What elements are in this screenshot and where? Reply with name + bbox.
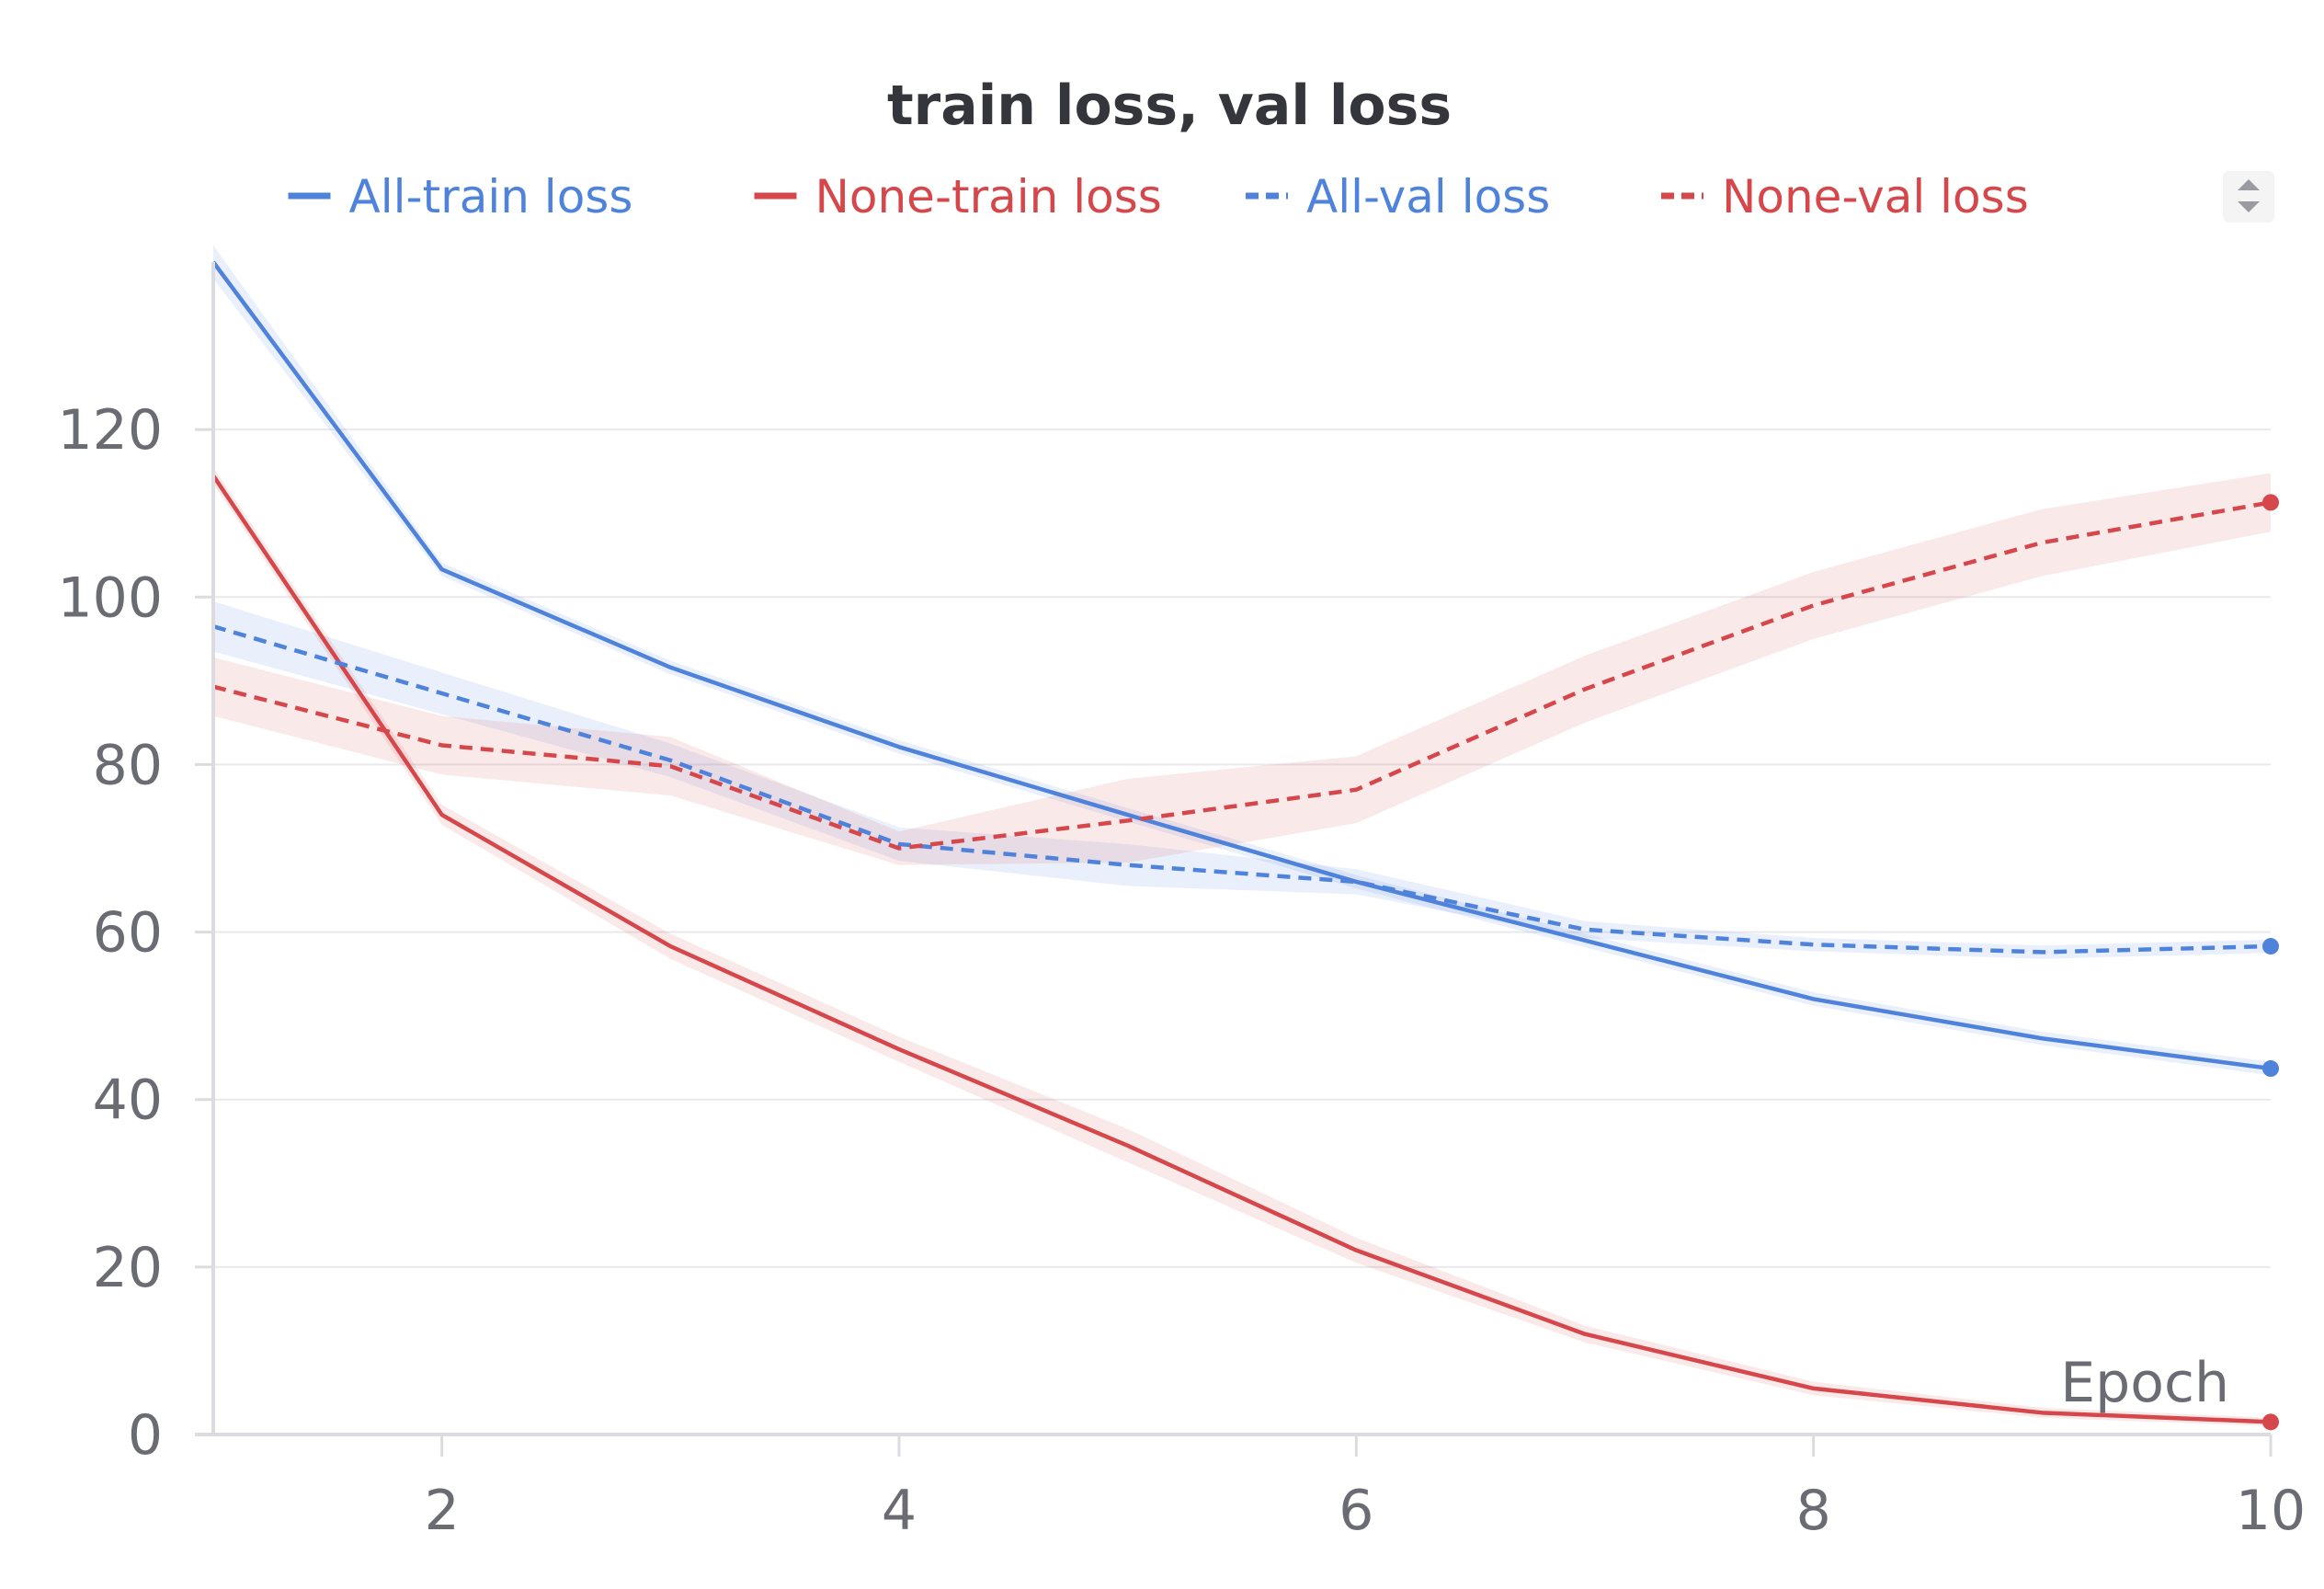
x-tick-label-6: 6 bbox=[1339, 1479, 1373, 1543]
end-point-series-3 bbox=[2262, 938, 2279, 955]
legend-item-4[interactable]: None-val loss bbox=[1661, 170, 2029, 223]
y-tick-label-0: 0 bbox=[128, 1403, 163, 1468]
line-series-4 bbox=[212, 500, 2272, 851]
series-end-points bbox=[2262, 494, 2279, 1431]
confidence-bands bbox=[213, 245, 2271, 1426]
legend: All-train loss None-train loss All-val los… bbox=[288, 170, 2029, 223]
legend-item-3[interactable]: All-val loss bbox=[1246, 170, 1550, 223]
chart-title: train loss, val loss bbox=[887, 74, 1452, 138]
band-series-4 bbox=[213, 473, 2271, 865]
x-tick-label-8: 8 bbox=[1796, 1479, 1831, 1543]
y-tick-label-20: 20 bbox=[93, 1236, 163, 1300]
sort-down-icon[interactable] bbox=[2238, 201, 2260, 212]
legend-item-2[interactable]: None-train loss bbox=[754, 170, 1162, 223]
x-axis-ticks: 2 4 6 8 10 bbox=[425, 1435, 2306, 1543]
y-tick-label-60: 60 bbox=[93, 901, 163, 966]
end-point-series-4 bbox=[2262, 494, 2279, 511]
legend-item-1[interactable]: All-train loss bbox=[288, 170, 633, 223]
legend-label-2: None-train loss bbox=[815, 170, 1162, 223]
grid-lines bbox=[213, 429, 2271, 1268]
y-tick-label-40: 40 bbox=[93, 1069, 163, 1133]
x-tick-label-10: 10 bbox=[2236, 1479, 2306, 1543]
y-tick-label-80: 80 bbox=[93, 733, 163, 797]
line-series-2 bbox=[211, 474, 2272, 1424]
series-lines bbox=[211, 260, 2272, 1424]
line-series-3 bbox=[212, 624, 2272, 955]
line-series-1 bbox=[211, 260, 2272, 1071]
legend-label-4: None-val loss bbox=[1722, 170, 2029, 223]
x-axis-label: Epoch bbox=[2060, 1351, 2229, 1415]
end-point-series-2 bbox=[2262, 1413, 2279, 1431]
x-tick-label-4: 4 bbox=[882, 1479, 917, 1543]
x-tick-label-2: 2 bbox=[425, 1479, 460, 1543]
axes bbox=[195, 262, 2271, 1436]
y-tick-label-120: 120 bbox=[57, 398, 163, 463]
y-axis-ticks: 0 20 40 60 80 100 120 bbox=[57, 398, 213, 1468]
band-series-3 bbox=[213, 600, 2271, 959]
legend-label-3: All-val loss bbox=[1306, 170, 1550, 223]
legend-sort-toggle[interactable] bbox=[2223, 171, 2274, 223]
legend-sort-toggle-background[interactable] bbox=[2223, 171, 2274, 223]
y-tick-label-100: 100 bbox=[57, 566, 163, 630]
legend-label-1: All-train loss bbox=[349, 170, 633, 223]
end-point-series-1 bbox=[2262, 1060, 2279, 1078]
sort-up-icon[interactable] bbox=[2238, 179, 2260, 190]
